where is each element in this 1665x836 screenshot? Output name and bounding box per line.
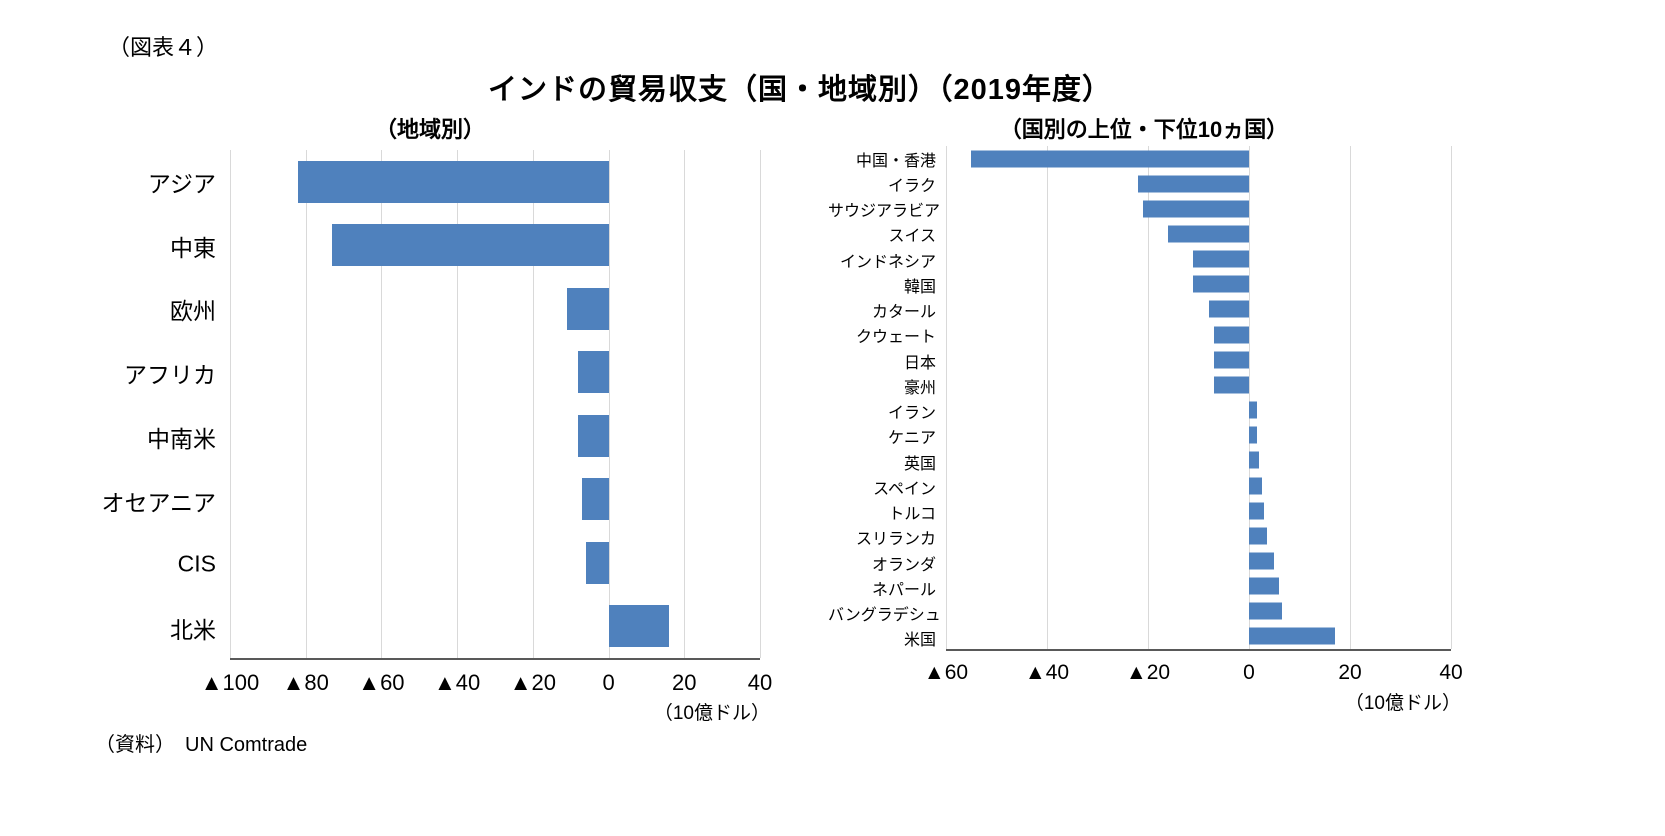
x-tick-label: 40 xyxy=(747,670,773,695)
x-tick-label: 20 xyxy=(672,670,697,695)
category-label: インドネシア xyxy=(839,253,936,271)
category-label: ケニア xyxy=(887,430,936,448)
chart-subtitle: （国別の上位・下位10ヵ国） xyxy=(999,117,1289,142)
category-label: トルコ xyxy=(888,506,936,524)
category-label: 中国・香港 xyxy=(855,152,936,170)
x-tick-label: 40 xyxy=(1439,661,1463,684)
bar xyxy=(1249,477,1262,495)
zero-gridline xyxy=(1249,146,1250,649)
bar xyxy=(1142,200,1249,218)
category-labels: 中国・香港イラクサウジアラビアスイスインドネシア韓国カタールクウェート日本豪州イ… xyxy=(828,146,946,651)
gridline xyxy=(1148,146,1149,649)
x-tick-label: ▲60 xyxy=(358,670,405,695)
x-tick-label: ▲60 xyxy=(923,661,969,684)
bar xyxy=(1249,627,1335,645)
axis-unit-label: （10億ドル） xyxy=(1344,693,1461,714)
category-label: 米国 xyxy=(903,632,936,650)
bar xyxy=(608,605,670,648)
category-label: 英国 xyxy=(903,455,936,473)
bar xyxy=(566,287,609,330)
category-label: 韓国 xyxy=(903,278,936,296)
gridline xyxy=(1047,146,1048,649)
category-labels: アジア中東欧州アフリカ中南米オセアニア CIS 北米 xyxy=(95,150,230,660)
category-label: スペイン xyxy=(873,480,936,498)
page-title: インドの貿易収支（国・地域別）（2019年度） xyxy=(487,74,1112,106)
gridline xyxy=(760,150,761,658)
x-tick-label: ▲20 xyxy=(1125,661,1171,684)
bar xyxy=(1249,552,1275,570)
category-label: 欧州 xyxy=(170,298,216,325)
bar xyxy=(1249,502,1265,520)
figure-number-label: （図表４） xyxy=(108,35,219,60)
category-label: クウェート xyxy=(855,329,936,347)
region-balance-chart: （地域別） アジア中東欧州アフリカ中南米オセアニア CIS 北米 ▲100 ▲80 ▲6… xyxy=(95,112,772,762)
country-balance-chart: （国別の上位・下位10ヵ国） 中国・香港イラクサウジアラビアスイスインドネシア韓… xyxy=(828,112,1463,762)
gridline xyxy=(457,150,459,658)
bar xyxy=(1249,602,1282,620)
gridline xyxy=(305,150,307,658)
bar xyxy=(1249,426,1257,444)
x-axis: ▲100 ▲80 ▲60 ▲40 ▲20 0 20 40 xyxy=(201,664,772,698)
category-label: サウジアラビア xyxy=(828,203,941,221)
bar xyxy=(1249,401,1257,419)
bar xyxy=(1213,351,1249,369)
bar xyxy=(1249,451,1260,469)
x-tick-label: 0 xyxy=(1243,661,1255,684)
category-label: アフリカ xyxy=(124,362,216,389)
category-label: オランダ xyxy=(871,556,936,574)
gridline xyxy=(230,150,231,658)
bar xyxy=(1213,326,1249,344)
x-tick-label: ▲40 xyxy=(1024,661,1070,684)
category-label: アジア xyxy=(147,170,216,197)
category-label: 中東 xyxy=(170,234,216,261)
category-label: スリランカ xyxy=(855,531,936,549)
bar xyxy=(1137,175,1249,193)
category-label: スイス xyxy=(888,228,936,246)
x-tick-label: ▲80 xyxy=(282,670,329,695)
x-tick-label: 0 xyxy=(602,670,615,695)
bar xyxy=(1193,275,1249,293)
category-label: 豪州 xyxy=(903,379,936,397)
x-axis: ▲60 ▲40 ▲20 0 20 40 xyxy=(924,655,1463,687)
x-tick-label: ▲100 xyxy=(200,670,260,695)
bar xyxy=(1213,376,1249,394)
category-label: イラン xyxy=(887,405,936,423)
category-label: イラク xyxy=(887,177,936,195)
bar xyxy=(578,351,609,394)
bar xyxy=(332,224,609,267)
x-tick-label: ▲20 xyxy=(509,670,556,695)
axis-unit-label: （10億ドル） xyxy=(653,703,770,724)
category-label: CIS xyxy=(177,550,216,577)
zero-gridline xyxy=(608,150,610,658)
chart-subtitle: （地域別） xyxy=(374,117,485,142)
bar xyxy=(971,150,1249,168)
category-label: オセアニア xyxy=(101,489,216,516)
category-label: カタール xyxy=(871,304,936,322)
category-label: バングラデシュ xyxy=(828,607,941,625)
gridline xyxy=(532,150,534,658)
category-label: 日本 xyxy=(903,354,936,372)
gridline xyxy=(684,150,686,658)
x-tick-label: ▲40 xyxy=(434,670,481,695)
gridline xyxy=(381,150,383,658)
category-label: 北米 xyxy=(170,617,216,644)
bar xyxy=(585,541,609,584)
bar xyxy=(578,414,609,457)
bar xyxy=(1249,527,1267,545)
bar xyxy=(1168,225,1249,243)
category-label: 中南米 xyxy=(147,425,216,452)
category-label: ネパール xyxy=(871,581,936,599)
x-tick-label: 20 xyxy=(1338,661,1362,684)
plot-area xyxy=(230,150,761,660)
bar xyxy=(582,478,609,521)
gridline xyxy=(946,146,947,649)
plot-area xyxy=(946,146,1452,651)
gridline xyxy=(1350,146,1351,649)
bar xyxy=(1193,250,1249,268)
bar xyxy=(1208,300,1249,318)
gridline xyxy=(1451,146,1452,649)
bar xyxy=(298,160,609,203)
source-note: （資料） UN Comtrade xyxy=(95,734,308,756)
bar xyxy=(1249,577,1280,595)
